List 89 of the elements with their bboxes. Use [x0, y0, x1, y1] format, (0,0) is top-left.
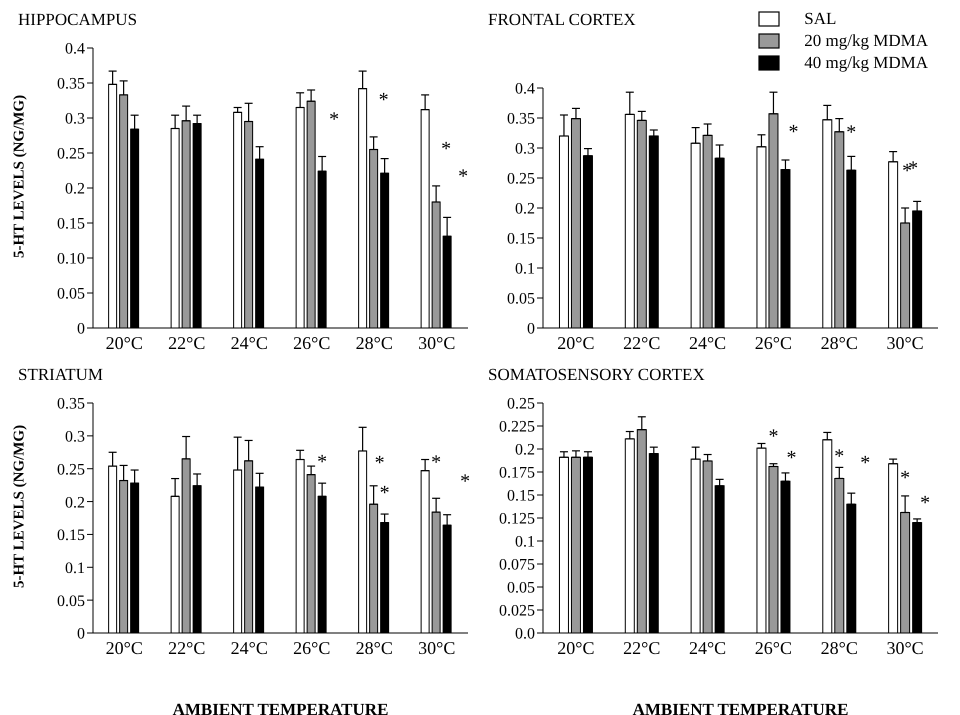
chart-title: FRONTAL CORTEX	[488, 10, 636, 30]
y-tick-label: 0.125	[499, 510, 535, 528]
y-tick-label: 0.15	[57, 216, 85, 233]
annotation: *	[378, 88, 389, 111]
x-axis-title: AMBIENT TEMPERATURE	[172, 700, 388, 715]
y-tick-label: 0.25	[507, 396, 535, 413]
x-tick-label: 22°C	[623, 638, 660, 658]
y-tick-label: 0.05	[57, 592, 85, 610]
annotation: *	[788, 121, 798, 143]
chart-title: STRIATUM	[18, 365, 104, 385]
x-tick-label: 26°C	[754, 638, 792, 658]
y-tick-label: 0.15	[507, 230, 535, 248]
x-tick-label: 24°C	[688, 638, 726, 658]
legend-label: 20 mg/kg MDMA	[804, 31, 928, 51]
y-tick-label: 0.225	[499, 418, 535, 436]
x-tick-label: 28°C	[356, 332, 393, 353]
y-tick-label: 0.2	[65, 180, 85, 198]
x-tick-label: 28°C	[356, 638, 393, 658]
x-tick-label: 24°C	[230, 332, 268, 353]
y-tick-label: 0.2	[515, 200, 535, 218]
y-tick-label: 0	[77, 320, 85, 338]
annotation: *	[329, 108, 340, 130]
annotation: *	[860, 452, 870, 474]
y-tick-label: 0.35	[507, 110, 535, 128]
legend-label: 40 mg/kg MDMA	[804, 53, 928, 73]
x-tick-label: 28°C	[820, 638, 858, 658]
annotation: *	[460, 470, 470, 493]
annotation: *	[317, 451, 328, 474]
x-tick-label: 26°C	[293, 332, 330, 353]
y-tick-label: 0	[77, 626, 85, 643]
x-tick-label: 20°C	[106, 638, 143, 658]
annotation: *	[431, 451, 442, 474]
x-tick-label: 20°C	[557, 638, 595, 658]
annotation: *	[768, 426, 778, 448]
legend-label: SAL	[804, 9, 836, 29]
annotation: *	[374, 452, 385, 474]
x-tick-label: 26°C	[293, 638, 330, 658]
y-tick-label: 0.05	[507, 580, 535, 597]
annotation: *	[441, 138, 452, 160]
x-tick-label: 28°C	[820, 332, 858, 353]
x-tick-label: 30°C	[418, 332, 456, 353]
x-tick-label: 24°C	[230, 638, 268, 658]
x-tick-label: 26°C	[754, 332, 792, 353]
y-tick-label: 0.25	[57, 146, 85, 163]
y-tick-label: 0.2	[65, 494, 85, 512]
y-tick-label: 0.4	[515, 80, 535, 98]
annotation: *	[900, 466, 910, 489]
chart-title: HIPPOCAMPUS	[18, 10, 138, 30]
y-tick-label: 0	[527, 320, 535, 338]
y-tick-label: 0.2	[515, 442, 535, 459]
y-tick-label: 0.0	[515, 626, 535, 643]
y-tick-label: 0.25	[57, 461, 85, 478]
x-tick-label: 22°C	[168, 638, 206, 658]
y-tick-label: 0.15	[57, 527, 85, 544]
y-tick-label: 0.35	[57, 76, 85, 93]
y-tick-label: 0.3	[65, 110, 85, 128]
x-tick-label: 30°C	[418, 638, 456, 658]
x-tick-label: 20°C	[106, 332, 143, 353]
y-axis-title: 5-HT LEVELS (NG/MG)	[11, 424, 28, 588]
annotation: *	[786, 446, 796, 469]
y-tick-label: 0.025	[499, 602, 535, 620]
annotation: *	[834, 445, 844, 468]
y-tick-label: 0.075	[499, 556, 535, 574]
y-tick-label: 0.3	[65, 428, 85, 446]
x-tick-label: 30°C	[886, 332, 924, 353]
y-axis-title: 5-HT LEVELS (NG/MG)	[11, 94, 28, 258]
annotation: *	[920, 492, 930, 514]
annotation: *	[458, 165, 468, 188]
x-tick-label: 22°C	[623, 332, 660, 353]
x-axis-title: AMBIENT TEMPERATURE	[632, 700, 848, 715]
y-tick-label: 0.35	[57, 396, 85, 413]
y-tick-label: 0.175	[499, 464, 535, 482]
y-tick-label: 0.25	[507, 170, 535, 188]
y-tick-label: 0.1	[515, 260, 535, 278]
chart-title: SOMATOSENSORY CORTEX	[488, 365, 705, 385]
y-tick-label: 0.05	[57, 286, 85, 303]
y-tick-label: 0.10	[57, 250, 85, 268]
y-tick-label: 0.15	[507, 488, 535, 505]
x-tick-label: 20°C	[557, 332, 595, 353]
y-tick-label: 0.3	[515, 140, 535, 158]
y-tick-label: 0.4	[65, 40, 85, 58]
y-tick-label: 0.1	[515, 534, 535, 551]
annotation: *	[380, 482, 390, 504]
x-tick-label: 22°C	[168, 332, 206, 353]
x-tick-label: 24°C	[688, 332, 726, 353]
x-tick-label: 30°C	[886, 638, 924, 658]
y-tick-label: 0.1	[65, 560, 85, 577]
annotation: *	[846, 121, 856, 144]
y-tick-label: 0.05	[507, 290, 535, 308]
